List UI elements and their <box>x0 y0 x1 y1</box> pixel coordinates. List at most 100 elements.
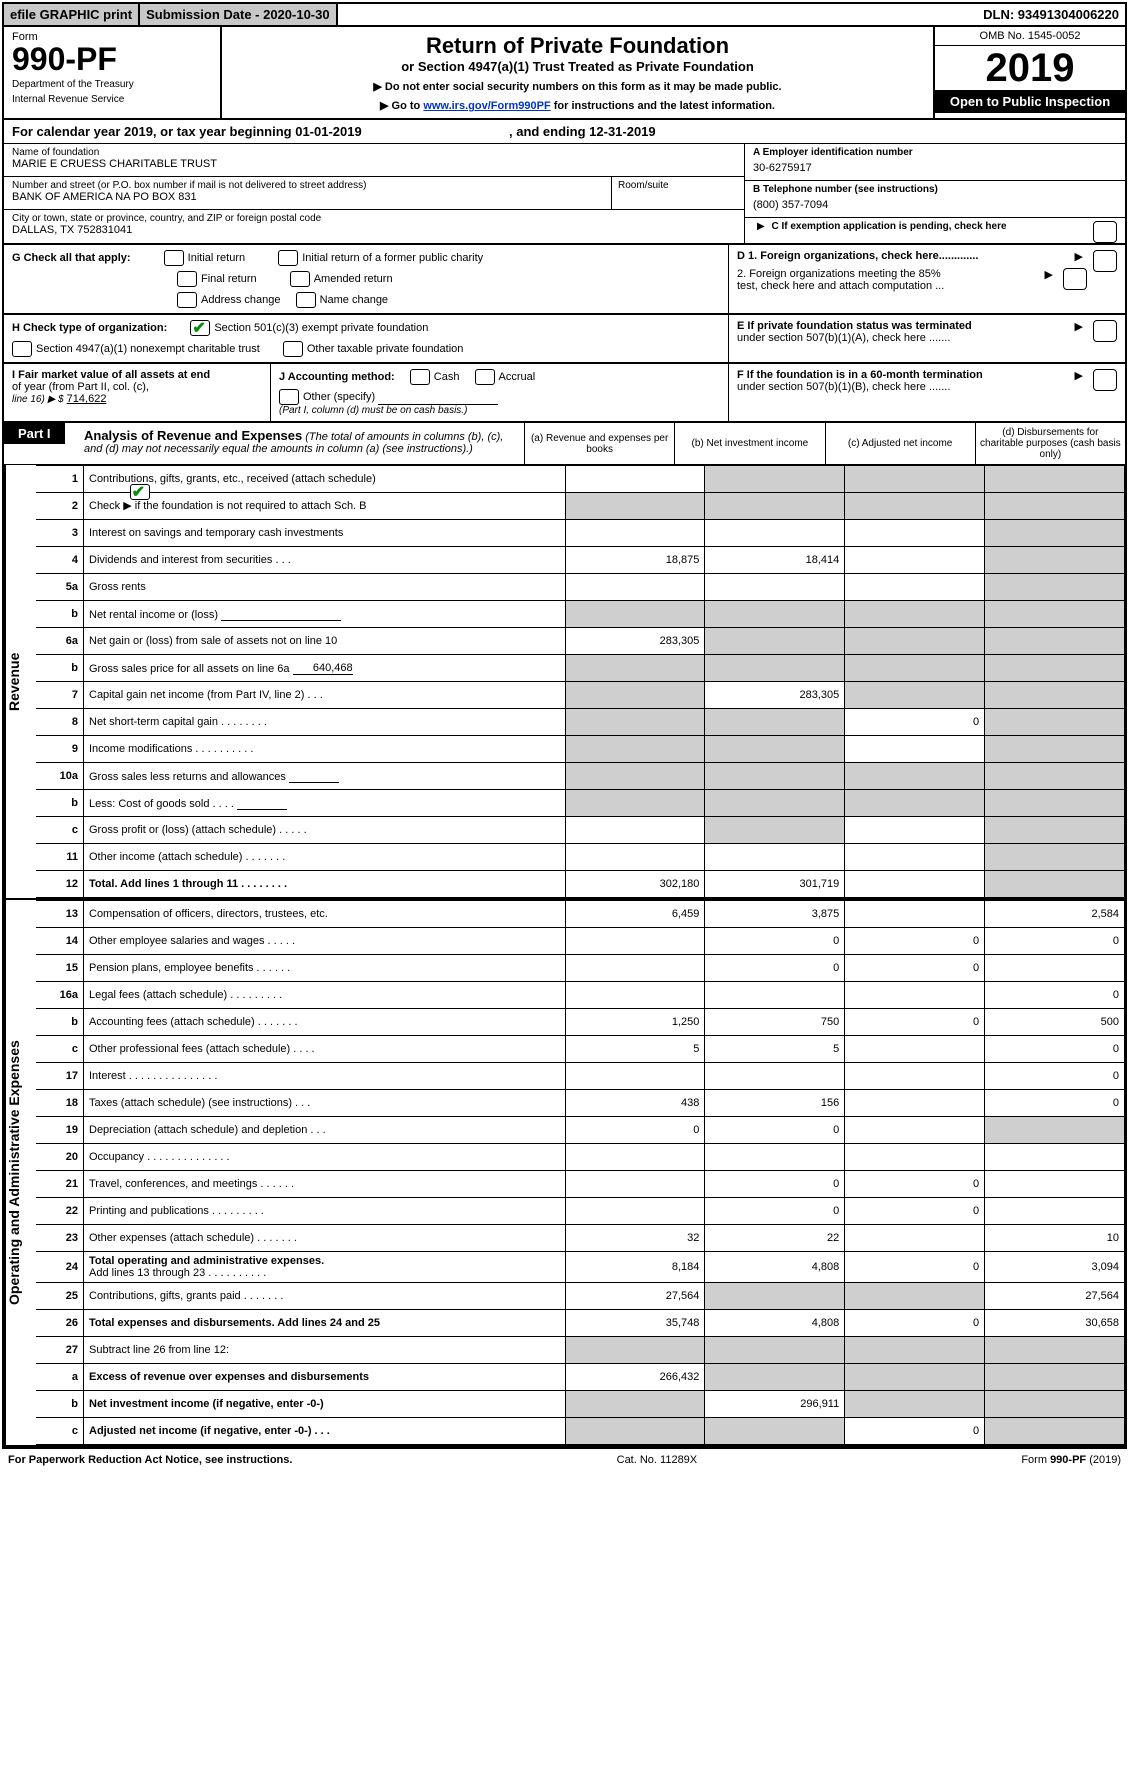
expenses-section: Operating and Administrative Expenses 13… <box>4 900 1125 1447</box>
g-name: Name change <box>320 294 389 306</box>
col-d-header: (d) Disbursements for charitable purpose… <box>975 423 1125 464</box>
row-ij-f: I Fair market value of all assets at end… <box>4 363 1125 421</box>
foundation-name-row: Name of foundation MARIE E CRUESS CHARIT… <box>4 144 744 177</box>
row-23: 23Other expenses (attach schedule) . . .… <box>36 1225 1125 1252</box>
dept-irs: Internal Revenue Service <box>12 94 212 105</box>
h-label: H Check type of organization: <box>12 322 167 334</box>
d2-checkbox[interactable] <box>1063 268 1087 290</box>
f-checkbox[interactable] <box>1093 369 1117 391</box>
footer-mid: Cat. No. 11289X <box>292 1454 1021 1466</box>
j-other: Other (specify) <box>303 391 375 403</box>
g-name-cb[interactable] <box>296 292 316 308</box>
form-number: 990-PF <box>12 43 212 75</box>
name-label: Name of foundation <box>12 147 736 158</box>
goto-instr: ▶ Go to www.irs.gov/Form990PF for instru… <box>232 99 923 112</box>
calyear-begin: For calendar year 2019, or tax year begi… <box>12 124 362 139</box>
part1-header: Part I Analysis of Revenue and Expenses … <box>4 421 1125 465</box>
g-address-cb[interactable] <box>177 292 197 308</box>
row-16b: bAccounting fees (attach schedule) . . .… <box>36 1009 1125 1036</box>
form-header: Form 990-PF Department of the Treasury I… <box>4 27 1125 120</box>
j-accrual-cb[interactable] <box>475 369 495 385</box>
box-d: ▶ D 1. Foreign organizations, check here… <box>729 245 1125 313</box>
row-2: 2Check ▶ if the foundation is not requir… <box>36 493 1125 520</box>
row-5a: 5aGross rents <box>36 574 1125 601</box>
city-row: City or town, state or province, country… <box>4 210 744 242</box>
row-17: 17Interest . . . . . . . . . . . . . . .… <box>36 1063 1125 1090</box>
h-501c3: Section 501(c)(3) exempt private foundat… <box>214 322 428 334</box>
box-j: J Accounting method: Cash Accrual Other … <box>271 364 728 421</box>
row-25: 25Contributions, gifts, grants paid . . … <box>36 1283 1125 1310</box>
open-public: Open to Public Inspection <box>935 90 1125 113</box>
row-21: 21Travel, conferences, and meetings . . … <box>36 1171 1125 1198</box>
row-6b: bGross sales price for all assets on lin… <box>36 655 1125 682</box>
e-checkbox[interactable] <box>1093 320 1117 342</box>
address: BANK OF AMERICA NA PO BOX 831 <box>12 191 603 203</box>
g-final-cb[interactable] <box>177 271 197 287</box>
row-14: 14Other employee salaries and wages . . … <box>36 928 1125 955</box>
g-initial-cb[interactable] <box>164 250 184 266</box>
irs-link[interactable]: www.irs.gov/Form990PF <box>423 100 550 112</box>
j-label: J Accounting method: <box>279 371 395 383</box>
d2a-label: 2. Foreign organizations meeting the 85% <box>737 268 941 280</box>
row-22: 22Printing and publications . . . . . . … <box>36 1198 1125 1225</box>
g-label: G Check all that apply: <box>12 252 131 264</box>
tax-year: 2019 <box>935 46 1125 90</box>
row-9: 9Income modifications . . . . . . . . . … <box>36 736 1125 763</box>
h-other-cb[interactable] <box>283 341 303 357</box>
row-10a: 10aGross sales less returns and allowanc… <box>36 763 1125 790</box>
ein-label: A Employer identification number <box>753 147 1117 158</box>
revenue-sidelabel: Revenue <box>4 465 36 898</box>
row-11: 11Other income (attach schedule) . . . .… <box>36 844 1125 871</box>
e1-label: E If private foundation status was termi… <box>737 320 972 332</box>
expenses-sidelabel: Operating and Administrative Expenses <box>4 900 36 1445</box>
d2b-label: test, check here and attach computation … <box>737 280 944 292</box>
col-b-header: (b) Net investment income <box>674 423 824 464</box>
g-initial-public-cb[interactable] <box>278 250 298 266</box>
row-27a: aExcess of revenue over expenses and dis… <box>36 1364 1125 1391</box>
footer-left: For Paperwork Reduction Act Notice, see … <box>8 1454 292 1466</box>
row-16a: 16aLegal fees (attach schedule) . . . . … <box>36 982 1125 1009</box>
city-state-zip: DALLAS, TX 752831041 <box>12 224 736 236</box>
h-501c3-cb[interactable] <box>190 320 210 336</box>
row-6a: 6aNet gain or (loss) from sale of assets… <box>36 628 1125 655</box>
entity-info: Name of foundation MARIE E CRUESS CHARIT… <box>4 144 1125 245</box>
topbar: efile GRAPHIC print Submission Date - 20… <box>4 4 1125 27</box>
row-10b: bLess: Cost of goods sold . . . . <box>36 790 1125 817</box>
g-amended-cb[interactable] <box>290 271 310 287</box>
phone-label: B Telephone number (see instructions) <box>753 184 1117 195</box>
j-cash-cb[interactable] <box>410 369 430 385</box>
h-4947-cb[interactable] <box>12 341 32 357</box>
i-label3: line 16) ▶ $ <box>12 394 64 405</box>
row-8: 8Net short-term capital gain . . . . . .… <box>36 709 1125 736</box>
j-accrual: Accrual <box>499 371 536 383</box>
box-f: ▶ F If the foundation is in a 60-month t… <box>729 364 1125 421</box>
entity-right: A Employer identification number 30-6275… <box>744 144 1125 243</box>
box-c-label: C If exemption application is pending, c… <box>771 221 1006 232</box>
f1-label: F If the foundation is in a 60-month ter… <box>737 369 983 381</box>
address-main: Number and street (or P.O. box number if… <box>4 177 611 209</box>
h-4947: Section 4947(a)(1) nonexempt charitable … <box>36 343 260 355</box>
header-right: OMB No. 1545-0052 2019 Open to Public In… <box>933 27 1125 118</box>
efile-label: efile GRAPHIC print <box>4 4 140 25</box>
box-h: H Check type of organization: Section 50… <box>4 315 729 362</box>
i-label2: of year (from Part II, col. (c), <box>12 381 262 393</box>
address-row: Number and street (or P.O. box number if… <box>4 177 744 210</box>
row-7: 7Capital gain net income (from Part IV, … <box>36 682 1125 709</box>
d1-checkbox[interactable] <box>1093 250 1117 272</box>
row-12: 12Total. Add lines 1 through 11 . . . . … <box>36 871 1125 898</box>
expenses-table: 13Compensation of officers, directors, t… <box>36 900 1125 1445</box>
schb-checkbox[interactable] <box>130 484 150 500</box>
col-c-header: (c) Adjusted net income <box>825 423 975 464</box>
box-ij: I Fair market value of all assets at end… <box>4 364 729 421</box>
box-c-checkbox[interactable] <box>1093 221 1117 243</box>
form-title: Return of Private Foundation <box>232 33 923 59</box>
row-27c: cAdjusted net income (if negative, enter… <box>36 1418 1125 1445</box>
row-27b: bNet investment income (if negative, ent… <box>36 1391 1125 1418</box>
j-other-cb[interactable] <box>279 389 299 405</box>
f2-label: under section 507(b)(1)(B), check here .… <box>737 381 950 393</box>
e2-label: under section 507(b)(1)(A), check here .… <box>737 332 950 344</box>
ssn-warning: ▶ Do not enter social security numbers o… <box>232 80 923 93</box>
city-label: City or town, state or province, country… <box>12 213 736 224</box>
phone-row: B Telephone number (see instructions) (8… <box>745 181 1125 218</box>
ein-value: 30-6275917 <box>753 162 1117 174</box>
